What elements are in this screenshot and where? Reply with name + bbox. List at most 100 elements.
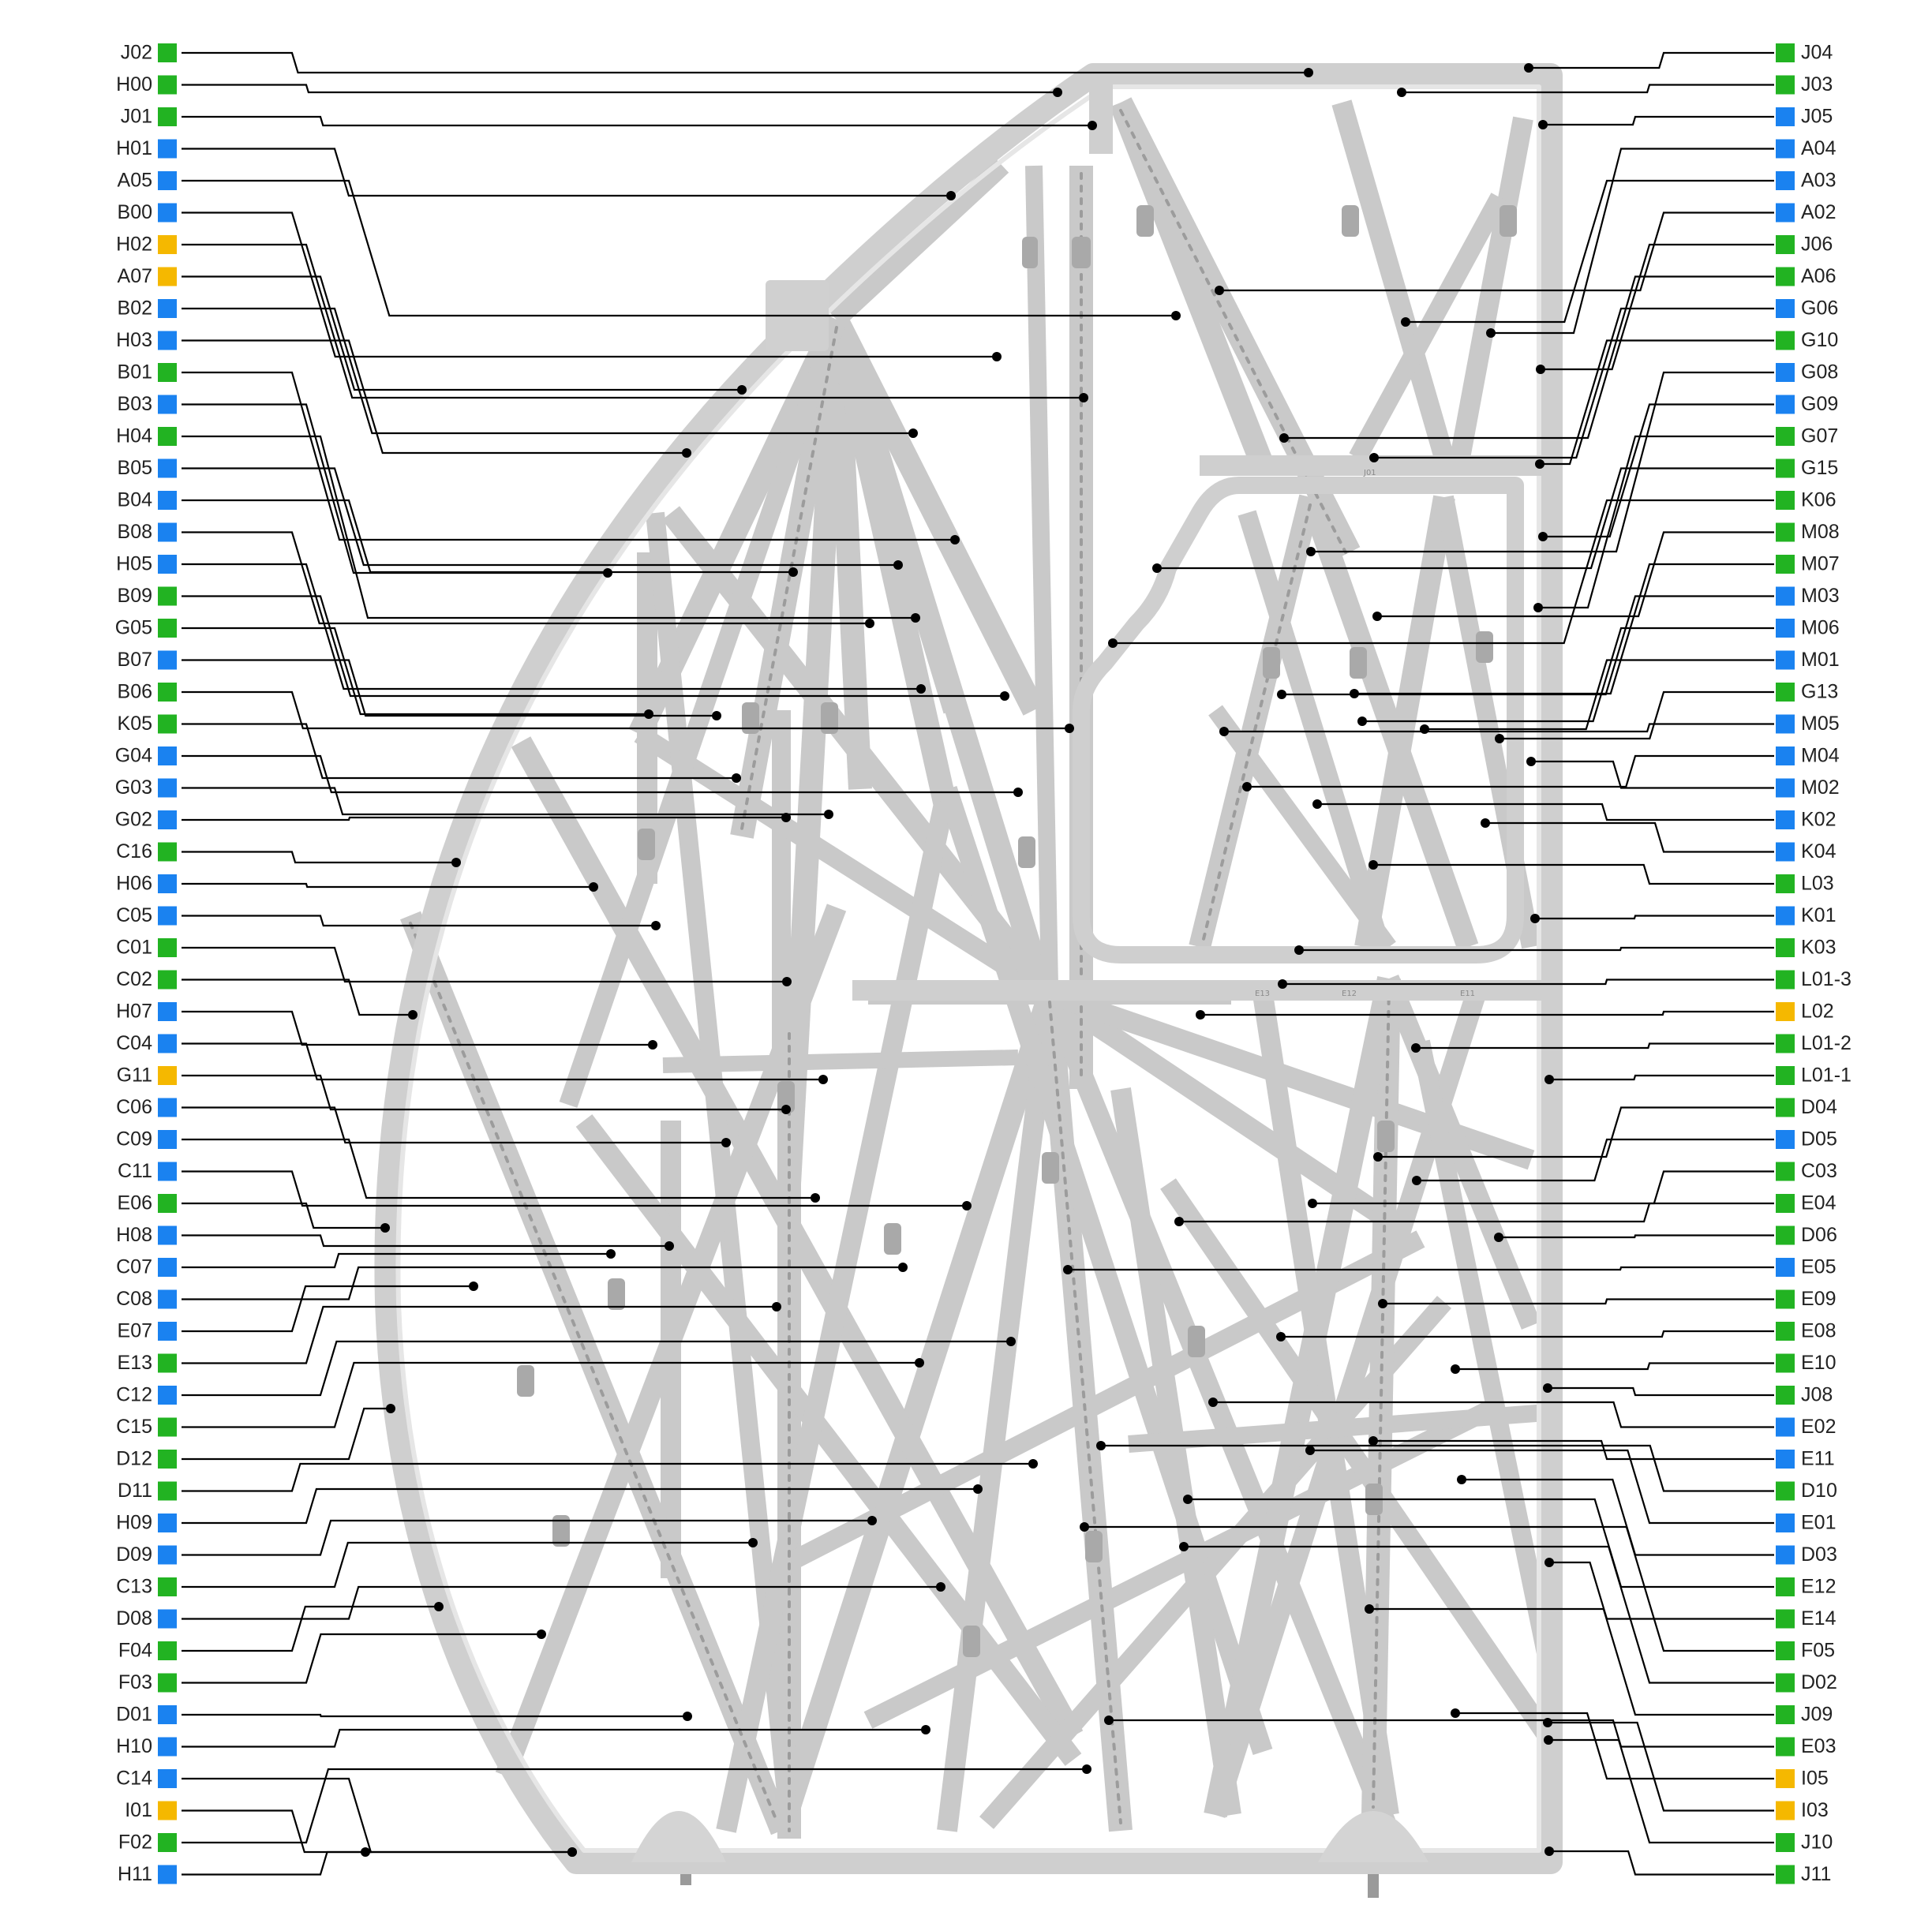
- right-status-square-j08: [1776, 1386, 1795, 1405]
- left-label-h09: H09: [116, 1512, 152, 1534]
- left-label-b05: B05: [118, 457, 152, 479]
- right-label-j10: J10: [1801, 1832, 1833, 1854]
- left-leader-dot-b07: [712, 711, 721, 720]
- right-label-j06: J06: [1801, 234, 1833, 256]
- right-label-e10: E10: [1801, 1352, 1836, 1374]
- left-leader-dot-h07: [648, 1040, 657, 1050]
- right-label-l01-1: L01-1: [1801, 1065, 1852, 1087]
- left-label-g04: G04: [115, 745, 152, 767]
- left-leader-dot-g02: [781, 813, 791, 822]
- left-label-c06: C06: [116, 1096, 152, 1118]
- left-leader-h07: [182, 1010, 653, 1046]
- right-label-l01-2: L01-2: [1801, 1032, 1852, 1054]
- left-leader-c16: [182, 851, 456, 864]
- right-status-square-l02: [1776, 1002, 1795, 1021]
- left-leader-dot-h03: [682, 448, 691, 458]
- dampers: [517, 205, 1517, 1657]
- left-status-square-h00: [158, 75, 177, 95]
- left-status-square-c09: [158, 1130, 177, 1149]
- left-status-square-c12: [158, 1386, 177, 1405]
- right-leader-dot-d02: [1179, 1542, 1189, 1551]
- right-status-square-e11: [1776, 1450, 1795, 1469]
- left-leader-b00: [182, 211, 997, 358]
- right-leader-e02: [1213, 1401, 1774, 1428]
- left-status-square-c04: [158, 1034, 177, 1053]
- right-label-e03: E03: [1801, 1735, 1836, 1757]
- right-leader-d05: [1417, 1138, 1774, 1182]
- right-status-square-j06: [1776, 235, 1795, 254]
- right-leader-dot-e12: [1183, 1495, 1193, 1504]
- outer-frame: [374, 63, 1563, 1874]
- right-leader-g15: [1157, 467, 1774, 570]
- left-label-f03: F03: [118, 1671, 152, 1693]
- left-leader-dot-b02: [908, 428, 918, 438]
- right-leader-dot-j03: [1397, 88, 1406, 97]
- right-label-j11: J11: [1801, 1863, 1831, 1885]
- left-label-j01: J01: [121, 106, 152, 128]
- left-status-square-c16: [158, 842, 177, 862]
- right-status-square-a04: [1776, 139, 1795, 159]
- left-label-b07: B07: [118, 649, 152, 671]
- left-label-c16: C16: [116, 840, 152, 862]
- left-label-b09: B09: [118, 585, 152, 607]
- left-status-square-h02: [158, 235, 177, 254]
- right-leader-dot-k04: [1481, 818, 1490, 828]
- left-leader-b01: [182, 371, 955, 541]
- left-label-d09: D09: [116, 1543, 152, 1566]
- left-status-square-g04: [158, 746, 177, 765]
- right-status-square-e05: [1776, 1258, 1795, 1277]
- right-status-square-m05: [1776, 714, 1795, 734]
- right-label-m03: M03: [1801, 585, 1840, 607]
- right-leader-j04: [1529, 51, 1774, 69]
- left-label-g05: G05: [115, 617, 152, 639]
- left-leader-dot-c09: [811, 1193, 820, 1203]
- left-label-c13: C13: [116, 1576, 152, 1598]
- right-status-square-l01-1: [1776, 1066, 1795, 1085]
- left-status-square-c07: [158, 1258, 177, 1277]
- left-label-c15: C15: [116, 1416, 152, 1438]
- right-leader-dot-i05: [1451, 1708, 1460, 1718]
- left-leader-c06: [182, 1106, 726, 1144]
- inner-window: [1073, 477, 1524, 964]
- left-leader-dot-d12: [386, 1404, 395, 1413]
- right-status-square-e03: [1776, 1737, 1795, 1757]
- right-leader-d06: [1499, 1234, 1774, 1239]
- left-leader-j02: [182, 51, 1309, 74]
- right-leader-k03: [1299, 946, 1774, 952]
- left-leader-dot-h10: [921, 1725, 930, 1734]
- left-leader-dot-c12: [1006, 1337, 1016, 1346]
- left-label-h05: H05: [116, 553, 152, 575]
- left-leader-h04: [182, 435, 915, 619]
- left-status-square-h07: [158, 1002, 177, 1021]
- right-leader-a06: [1284, 275, 1774, 440]
- right-status-square-g13: [1776, 683, 1795, 702]
- right-leader-dot-d04: [1373, 1152, 1383, 1162]
- right-label-k06: K06: [1801, 489, 1836, 511]
- left-leader-c05: [182, 915, 656, 927]
- left-leader-c02: [182, 978, 413, 1016]
- left-leader-h09: [182, 1487, 978, 1525]
- right-status-square-j05: [1776, 107, 1795, 126]
- right-status-square-k06: [1776, 491, 1795, 510]
- right-label-a03: A03: [1801, 170, 1836, 192]
- right-leader-m02: [1531, 760, 1774, 789]
- left-leader-c13: [182, 1541, 753, 1588]
- right-status-square-m04: [1776, 746, 1795, 765]
- right-label-e09: E09: [1801, 1288, 1836, 1310]
- right-status-square-g06: [1776, 299, 1795, 318]
- right-leader-e08: [1281, 1330, 1774, 1338]
- right-leader-j05: [1543, 115, 1774, 126]
- left-leader-c15: [182, 1361, 919, 1428]
- left-status-square-f03: [158, 1673, 177, 1693]
- right-leader-dot-e09: [1378, 1299, 1387, 1308]
- right-leader-dot-j05: [1538, 120, 1548, 129]
- left-label-h10: H10: [116, 1735, 152, 1757]
- left-leader-dot-h04: [911, 613, 920, 623]
- left-label-c01: C01: [116, 937, 152, 959]
- right-status-square-j11: [1776, 1865, 1795, 1884]
- right-label-k03: K03: [1801, 937, 1836, 959]
- left-leader-i01: [182, 1809, 572, 1854]
- right-label-k02: K02: [1801, 809, 1836, 831]
- right-status-square-l01-3: [1776, 970, 1795, 990]
